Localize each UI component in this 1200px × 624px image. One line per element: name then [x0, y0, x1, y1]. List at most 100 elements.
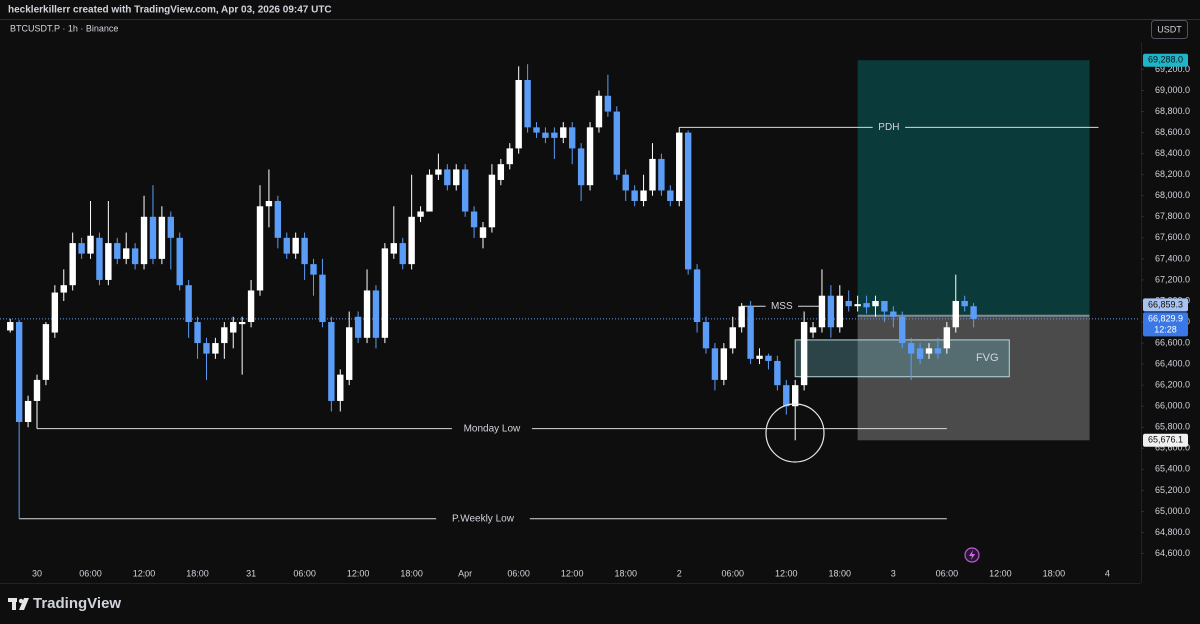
- alert-bolt: [969, 550, 975, 560]
- candle-body: [149, 216, 157, 259]
- brand-name: TradingView: [33, 595, 121, 612]
- x-tick-label: 4: [1105, 568, 1110, 578]
- candle-body: [167, 216, 174, 238]
- currency-label[interactable]: USDT: [1157, 24, 1182, 34]
- candle-body: [872, 300, 879, 307]
- candle-body: [51, 292, 59, 333]
- candle-body: [845, 300, 852, 307]
- candle-body: [738, 306, 745, 328]
- candle-body: [105, 243, 112, 280]
- candle-body: [506, 148, 513, 165]
- x-tick-label: Apr: [458, 568, 472, 578]
- level-label: PDH: [878, 122, 899, 133]
- y-tick-label: 65,400.0: [1155, 464, 1190, 474]
- price-badge: [1143, 312, 1188, 337]
- candle-body: [586, 127, 594, 186]
- candle-body: [863, 303, 870, 308]
- fvg-zone: [794, 339, 1010, 378]
- candle-body: [533, 127, 540, 133]
- candle-body: [346, 327, 353, 380]
- countdown-label: 12:28: [1154, 324, 1177, 334]
- profit-zone: [857, 60, 1090, 316]
- candle-body: [800, 322, 808, 386]
- y-tick-label: 64,600.0: [1155, 548, 1190, 558]
- y-tick-label: 65,600.0: [1155, 443, 1190, 453]
- candle-body: [274, 201, 282, 238]
- candle-body: [943, 327, 951, 349]
- price-badge: [1143, 298, 1188, 312]
- candle-body: [604, 95, 612, 112]
- candle-body: [890, 311, 897, 317]
- candle-body: [515, 79, 522, 149]
- candle-body: [952, 300, 959, 328]
- candle-body: [667, 190, 674, 202]
- candle-body: [809, 327, 817, 333]
- y-tick-label: 66,600.0: [1155, 337, 1190, 347]
- candle-body: [774, 360, 781, 386]
- level-label: Monday Low: [464, 423, 521, 434]
- candle-body: [925, 348, 933, 354]
- candle-body: [265, 201, 273, 207]
- x-tick-label: 06:00: [293, 568, 316, 578]
- currency-button[interactable]: [1151, 20, 1188, 39]
- y-tick-label: 65,000.0: [1155, 506, 1190, 516]
- candle-body: [560, 127, 567, 138]
- candle-body: [15, 322, 23, 422]
- candle-body: [417, 211, 424, 217]
- candle-body: [854, 304, 861, 307]
- x-tick-label: 2: [677, 568, 682, 578]
- candle-body: [238, 322, 246, 325]
- candle-body: [658, 158, 665, 191]
- candle-body: [158, 216, 166, 259]
- y-tick-label: 66,400.0: [1155, 358, 1190, 368]
- candle-body: [372, 290, 380, 338]
- x-tick-label: 3: [891, 568, 896, 578]
- x-tick-label: 06:00: [507, 568, 530, 578]
- fvg-label: FVG: [976, 352, 999, 364]
- y-tick-label: 68,400.0: [1155, 148, 1190, 158]
- y-tick-label: 67,400.0: [1155, 253, 1190, 263]
- candle-body: [970, 306, 977, 319]
- candle-body: [595, 95, 603, 128]
- candle-body: [827, 295, 835, 328]
- candle-body: [497, 164, 505, 180]
- candle-body: [230, 322, 237, 333]
- x-tick-label: 18:00: [614, 568, 637, 578]
- candle-body: [33, 379, 41, 401]
- x-tick-label: 30: [32, 568, 42, 578]
- candle-body: [702, 322, 710, 349]
- candle-body: [319, 274, 326, 323]
- candle-body: [176, 237, 183, 286]
- logo-part: [19, 598, 29, 610]
- y-tick-label: 67,800.0: [1155, 211, 1190, 221]
- y-tick-label: 67,600.0: [1155, 232, 1190, 242]
- y-tick-label: 68,600.0: [1155, 127, 1190, 137]
- y-tick-label: 66,000.0: [1155, 401, 1190, 411]
- candle-body: [551, 132, 558, 138]
- candle-body: [836, 295, 843, 328]
- symbol-title: BTCUSDT.P · 1h · Binance: [10, 23, 118, 33]
- candle-body: [7, 322, 14, 331]
- y-tick-label: 65,800.0: [1155, 422, 1190, 432]
- candle-body: [78, 243, 85, 254]
- y-tick-label: 68,200.0: [1155, 169, 1190, 179]
- candle-body: [435, 169, 442, 175]
- brand-logo: [8, 598, 29, 610]
- candle-body: [676, 132, 683, 202]
- candle-body: [247, 290, 255, 323]
- y-tick-label: 69,000.0: [1155, 85, 1190, 95]
- candle-body: [488, 174, 496, 228]
- candle-body: [87, 235, 94, 254]
- candle-body: [765, 355, 772, 361]
- candle-body: [961, 300, 968, 307]
- candle-body: [461, 169, 469, 212]
- candle-body: [881, 300, 888, 312]
- candle-body: [577, 148, 585, 186]
- candle-body: [399, 243, 406, 265]
- candle-body: [916, 348, 924, 359]
- candle-body: [390, 243, 397, 254]
- candle-body: [756, 355, 763, 359]
- candle-body: [337, 374, 344, 401]
- candle-body: [470, 211, 478, 228]
